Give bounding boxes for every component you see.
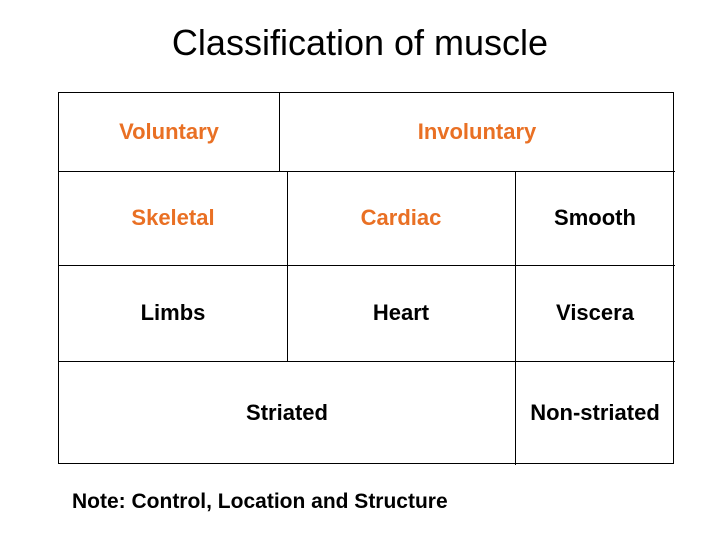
cell-heart: Heart [287, 265, 515, 361]
cell-voluntary: Voluntary [59, 93, 279, 171]
classification-table: VoluntaryInvoluntarySkeletalCardiacSmoot… [58, 92, 674, 464]
cell-viscera: Viscera [515, 265, 675, 361]
cell-skeletal: Skeletal [59, 171, 287, 265]
slide: Classification of muscle VoluntaryInvolu… [0, 0, 720, 540]
cell-striated: Striated [59, 361, 515, 465]
footer-note: Note: Control, Location and Structure [72, 490, 448, 514]
cell-cardiac: Cardiac [287, 171, 515, 265]
cell-smooth: Smooth [515, 171, 675, 265]
cell-limbs: Limbs [59, 265, 287, 361]
cell-involuntary: Involuntary [279, 93, 675, 171]
slide-title: Classification of muscle [0, 22, 720, 64]
cell-non-striated: Non-striated [515, 361, 675, 465]
